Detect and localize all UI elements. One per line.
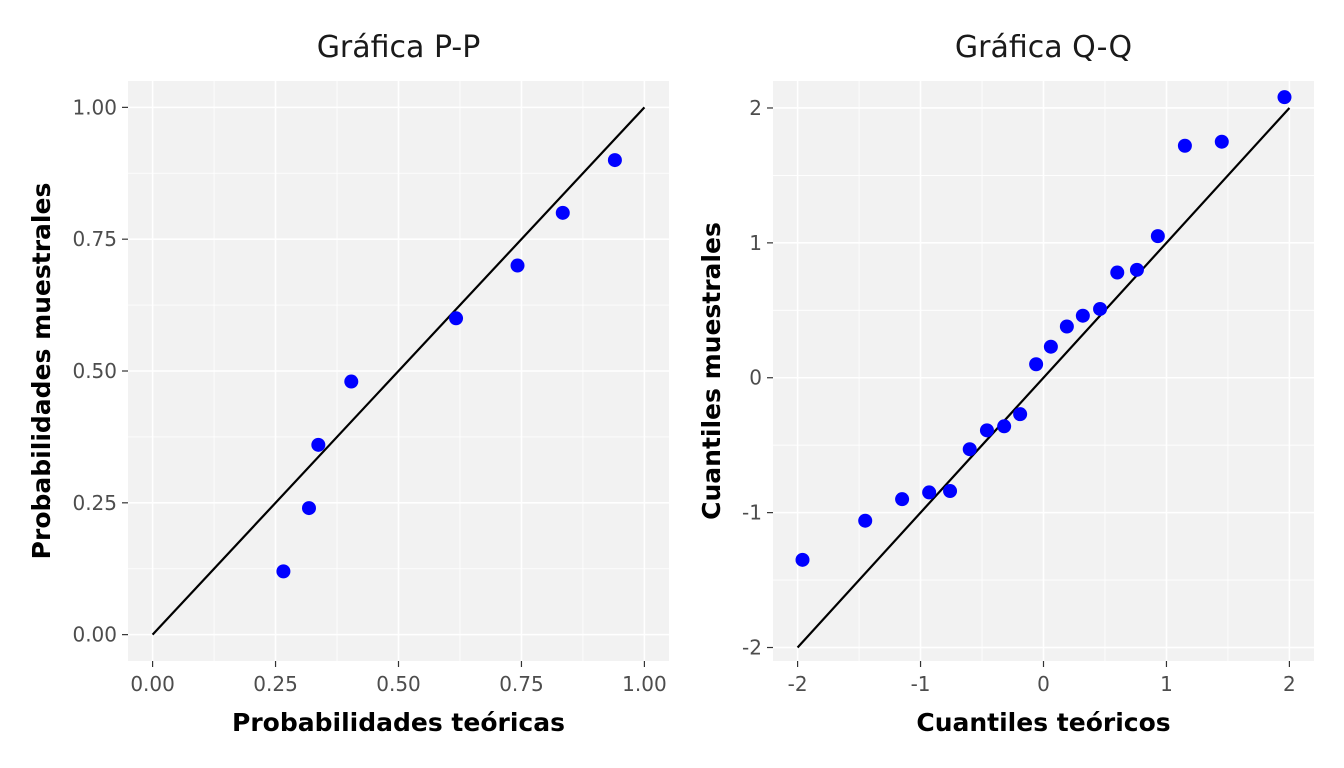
pp-plot-x-tick-label: 1.00 [622, 672, 667, 696]
qq-plot-y-tick-label: 0 [749, 366, 762, 390]
qq-plot-points [795, 90, 1292, 567]
qq-plot-point [1150, 229, 1165, 244]
pp-plot-x-tick-label: 0.50 [376, 672, 421, 696]
pp-plot-y-tick-label: 0.25 [72, 491, 117, 515]
qq-plot-point [1277, 90, 1292, 105]
pp-plot-x-tick-label: 0.00 [130, 672, 175, 696]
qq-plot-y-ticks: -2 -1 0 1 2 [742, 96, 773, 660]
qq-plot-point [1059, 319, 1074, 334]
qq-plot-point [997, 419, 1012, 434]
qq-plot-point [1093, 301, 1108, 316]
qq-plot-point [943, 484, 958, 499]
qq-plot-x-tick-label: 0 [1037, 672, 1050, 696]
qq-plot-grid [773, 81, 1314, 661]
qq-plot-y-tick-label: -2 [742, 636, 762, 660]
pp-plot-reference-line [151, 106, 646, 636]
pp-plot-points [276, 153, 622, 579]
pp-plot-title: Gráfica P-P [317, 30, 481, 65]
qq-plot-point [1110, 265, 1125, 280]
qq-plot-point [1129, 262, 1144, 277]
qq-plot-x-tick-label: 1 [1160, 672, 1173, 696]
qq-plot-point [1043, 339, 1058, 354]
pp-plot-y-tick-label: 0.75 [72, 227, 117, 251]
pp-plot: 0.00 0.25 0.50 0.75 1.00 0.00 0.25 0.50 0.75 1.0… [27, 30, 669, 737]
pp-plot-y-ticks: 0.00 0.25 0.50 0.75 1.00 [72, 95, 128, 647]
qq-plot-point [895, 492, 910, 507]
qq-plot-x-tick-label: 2 [1283, 672, 1296, 696]
qq-plot-title: Gráfica Q-Q [955, 30, 1132, 65]
qq-plot-point [1029, 357, 1044, 372]
qq-plot-x-tick-label: -1 [911, 672, 931, 696]
qq-plot-point [922, 485, 937, 500]
qq-plot: -2 -1 0 1 2 -2 -1 0 1 2 Gráfica Q-Q Cuantiles te… [697, 30, 1314, 737]
pp-plot-x-ticks: 0.00 0.25 0.50 0.75 1.00 [130, 661, 667, 696]
qq-plot-reference-line [796, 107, 1291, 649]
pp-plot-x-axis-title: Probabilidades teóricas [232, 708, 565, 737]
pp-plot-point [555, 205, 570, 220]
pp-plot-point [311, 437, 326, 452]
pp-plot-y-tick-label: 0.50 [72, 359, 117, 383]
pp-plot-y-tick-label: 1.00 [72, 95, 117, 119]
qq-plot-point [1013, 407, 1028, 422]
qq-plot-point [795, 552, 810, 567]
qq-plot-x-tick-label: -2 [788, 672, 808, 696]
qq-plot-x-axis-title: Cuantiles teóricos [916, 708, 1170, 737]
qq-plot-point [979, 423, 994, 438]
pp-plot-point [301, 501, 316, 516]
pp-plot-y-axis-title: Probabilidades muestrales [27, 183, 56, 560]
pp-plot-point [276, 564, 291, 579]
qq-plot-y-tick-label: 2 [749, 96, 762, 120]
pp-plot-point [510, 258, 525, 273]
pp-plot-x-tick-label: 0.25 [253, 672, 298, 696]
qq-plot-y-tick-label: -1 [742, 501, 762, 525]
pp-plot-point [449, 311, 464, 326]
qq-plot-y-axis-title: Cuantiles muestrales [697, 222, 726, 520]
qq-plot-point [1214, 134, 1229, 149]
pp-plot-point [607, 153, 622, 168]
qq-plot-point [1177, 138, 1192, 153]
pp-plot-x-tick-label: 0.75 [499, 672, 544, 696]
qq-plot-x-ticks: -2 -1 0 1 2 [788, 661, 1296, 696]
qq-plot-point [1075, 308, 1090, 323]
qq-plot-point [858, 513, 873, 528]
pp-plot-y-tick-label: 0.00 [72, 623, 117, 647]
qq-plot-y-tick-label: 1 [749, 231, 762, 255]
pp-plot-point [344, 374, 359, 389]
qq-plot-point [962, 442, 977, 457]
